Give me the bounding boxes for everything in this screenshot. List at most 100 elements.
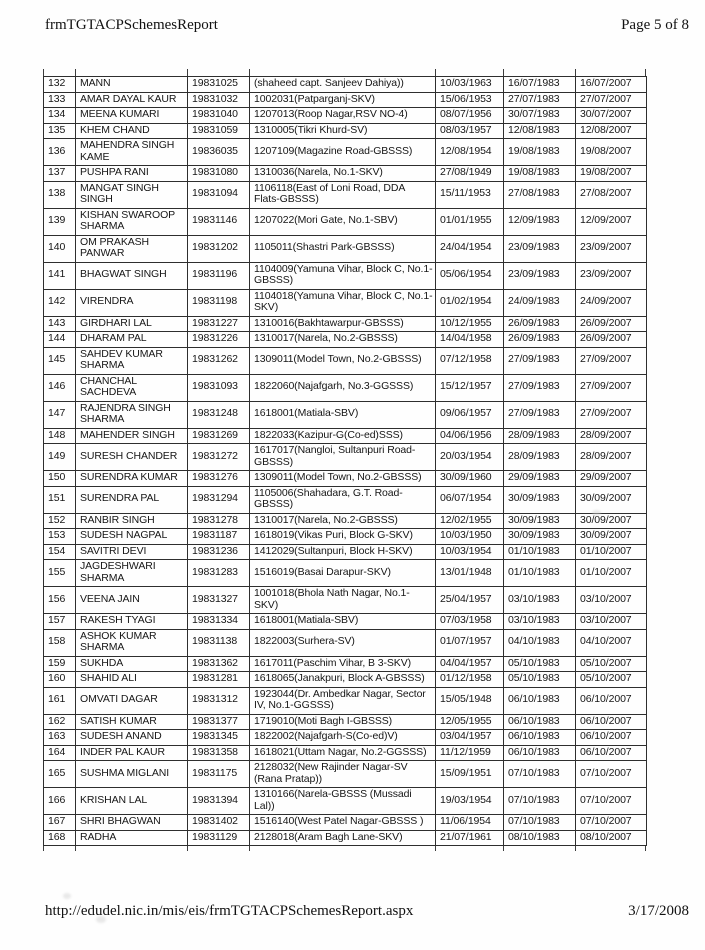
date-cell-2: 27/08/2007	[575, 180, 647, 209]
serial-cell: 139	[43, 207, 76, 236]
name-cell: SATISH KUMAR	[75, 713, 188, 730]
employee-id-cell: 19831312	[187, 686, 250, 715]
name-cell: INDER PAL KAUR	[75, 744, 188, 761]
date-cell-1: 07/10/1983	[503, 787, 576, 815]
school-cell: 1310016(Bakhtawarpur-GBSSS)	[249, 315, 436, 332]
table-row: 157 RAKESH TYAGI 19831334 1618001(Matiala-S…	[43, 613, 647, 630]
employee-id-cell: 19831025	[187, 76, 250, 93]
dob-cell: 14/04/1958	[435, 331, 504, 348]
serial-cell: 159	[43, 655, 76, 672]
name-cell: SURESH CHANDER	[75, 443, 188, 471]
serial-cell: 158	[43, 628, 76, 657]
print-date: 3/17/2008	[628, 903, 689, 919]
date-cell-1: 27/09/1983	[503, 373, 576, 402]
school-cell: 1207013(Roop Nagar,RSV NO-4)	[249, 107, 436, 124]
dob-cell: 30/09/1960	[435, 470, 504, 487]
dob-cell: 20/03/1954	[435, 443, 504, 471]
dob-cell: 19/03/1954	[435, 787, 504, 815]
serial-cell: 140	[43, 234, 76, 263]
date-cell-1: 03/10/1983	[503, 586, 576, 614]
school-cell: 1310036(Narela, No.1-SKV)	[249, 165, 436, 182]
dob-cell: 27/08/1949	[435, 165, 504, 182]
school-cell: (shaheed capt. Sanjeev Dahiya))	[249, 76, 436, 93]
date-cell-2: 06/10/2007	[575, 686, 647, 715]
table-row: 149 SURESH CHANDER 19831272 1617017(Nangloi…	[43, 443, 647, 471]
date-cell-1: 12/09/1983	[503, 207, 576, 236]
dob-cell: 01/01/1955	[435, 207, 504, 236]
name-cell: JAGDESHWARI SHARMA	[75, 559, 188, 587]
school-cell: 1617017(Nangloi, Sultanpuri Road-GBSSS)	[249, 443, 436, 471]
date-cell-2: 08/10/2007	[575, 829, 647, 846]
name-cell: DHARAM PAL	[75, 331, 188, 348]
serial-cell: 166	[43, 787, 76, 815]
scan-artifact	[96, 916, 106, 923]
date-cell-1: 28/09/1983	[503, 443, 576, 471]
employee-id-cell: 19831187	[187, 528, 250, 545]
employee-id-cell: 19831345	[187, 729, 250, 746]
name-cell: SUDESH NAGPAL	[75, 528, 188, 545]
scan-artifact	[63, 893, 71, 899]
date-cell-2: 04/10/2007	[575, 628, 647, 657]
date-cell-1: 12/08/1983	[503, 122, 576, 139]
school-cell: 1106118(East of Loni Road, DDA Flats-GBS…	[249, 180, 436, 209]
date-cell-2: 23/09/2007	[575, 234, 647, 263]
school-cell: 1516140(West Patel Nagar-GBSSS )	[249, 814, 436, 831]
name-cell: CHANCHAL SACHDEVA	[75, 373, 188, 402]
school-cell: 1822002(Najafgarh-S(Co-ed)V)	[249, 729, 436, 746]
date-cell-2: 23/09/2007	[575, 261, 647, 290]
employee-id-cell: 19831334	[187, 613, 250, 630]
serial-cell: 161	[43, 686, 76, 715]
serial-cell: 168	[43, 829, 76, 846]
date-cell-1: 29/09/1983	[503, 470, 576, 487]
date-cell-1: 26/09/1983	[503, 315, 576, 332]
date-cell-2: 06/10/2007	[575, 729, 647, 746]
date-cell-1: 27/07/1983	[503, 91, 576, 108]
dob-cell: 06/07/1954	[435, 485, 504, 514]
employee-id-cell: 19831394	[187, 787, 250, 815]
date-cell-2: 07/10/2007	[575, 814, 647, 831]
name-cell: MANGAT SINGH SINGH	[75, 180, 188, 209]
column-border-tick	[75, 846, 187, 851]
dob-cell: 01/02/1954	[435, 288, 504, 317]
table-row: 151 SURENDRA PAL 19831294 1105006(Shahadara…	[43, 485, 647, 514]
date-cell-1: 05/10/1983	[503, 655, 576, 672]
employee-id-cell: 19831272	[187, 443, 250, 471]
table-row: 142 VIRENDRA 19831198 1104018(Yamuna Vihar,…	[43, 288, 647, 317]
employee-id-cell: 19831129	[187, 829, 250, 846]
dob-cell: 08/07/1956	[435, 107, 504, 124]
page-indicator: Page 5 of 8	[621, 17, 689, 33]
table-row: 135 KHEM CHAND 19831059 1310005(Tikri Khurd…	[43, 122, 647, 139]
table-row: 136 MAHENDRA SINGH KAME 19836035 1207109(Ma…	[43, 138, 647, 166]
employee-id-cell: 19831146	[187, 207, 250, 236]
employee-id-cell: 19831196	[187, 261, 250, 290]
table-row: 146 CHANCHAL SACHDEVA 19831093 1822060(Naja…	[43, 373, 647, 402]
serial-cell: 146	[43, 373, 76, 402]
scan-artifact	[592, 510, 601, 516]
employee-id-cell: 19831402	[187, 814, 250, 831]
serial-cell: 149	[43, 443, 76, 471]
dob-cell: 04/06/1956	[435, 427, 504, 444]
dob-cell: 01/12/1958	[435, 671, 504, 688]
date-cell-2: 03/10/2007	[575, 586, 647, 614]
column-border-tick	[43, 69, 75, 76]
table-row: 134 MEENA KUMARI 19831040 1207013(Roop Naga…	[43, 107, 647, 124]
table-row: 154 SAVITRI DEVI 19831236 1412029(Sultanpur…	[43, 543, 647, 560]
dob-cell: 07/12/1958	[435, 346, 504, 375]
name-cell: RANBIR SINGH	[75, 512, 188, 529]
school-cell: 1719010(Moti Bagh I-GBSSS)	[249, 713, 436, 730]
print-header: frmTGTACPSchemesReport Page 5 of 8	[45, 17, 689, 34]
report-title: frmTGTACPSchemesReport	[45, 17, 218, 33]
dob-cell: 15/11/1953	[435, 180, 504, 209]
table-row: 137 PUSHPA RANI 19831080 1310036(Narela, No…	[43, 165, 647, 182]
date-cell-1: 07/10/1983	[503, 760, 576, 788]
date-cell-2: 01/10/2007	[575, 543, 647, 560]
serial-cell: 134	[43, 107, 76, 124]
school-cell: 2128018(Aram Bagh Lane-SKV)	[249, 829, 436, 846]
serial-cell: 133	[43, 91, 76, 108]
dob-cell: 10/03/1950	[435, 528, 504, 545]
employee-id-cell: 19831362	[187, 655, 250, 672]
table-row: 164 INDER PAL KAUR 19831358 1618021(Uttam N…	[43, 744, 647, 761]
employee-id-cell: 19831358	[187, 744, 250, 761]
table-row: 144 DHARAM PAL 19831226 1310017(Narela, No.…	[43, 331, 647, 348]
